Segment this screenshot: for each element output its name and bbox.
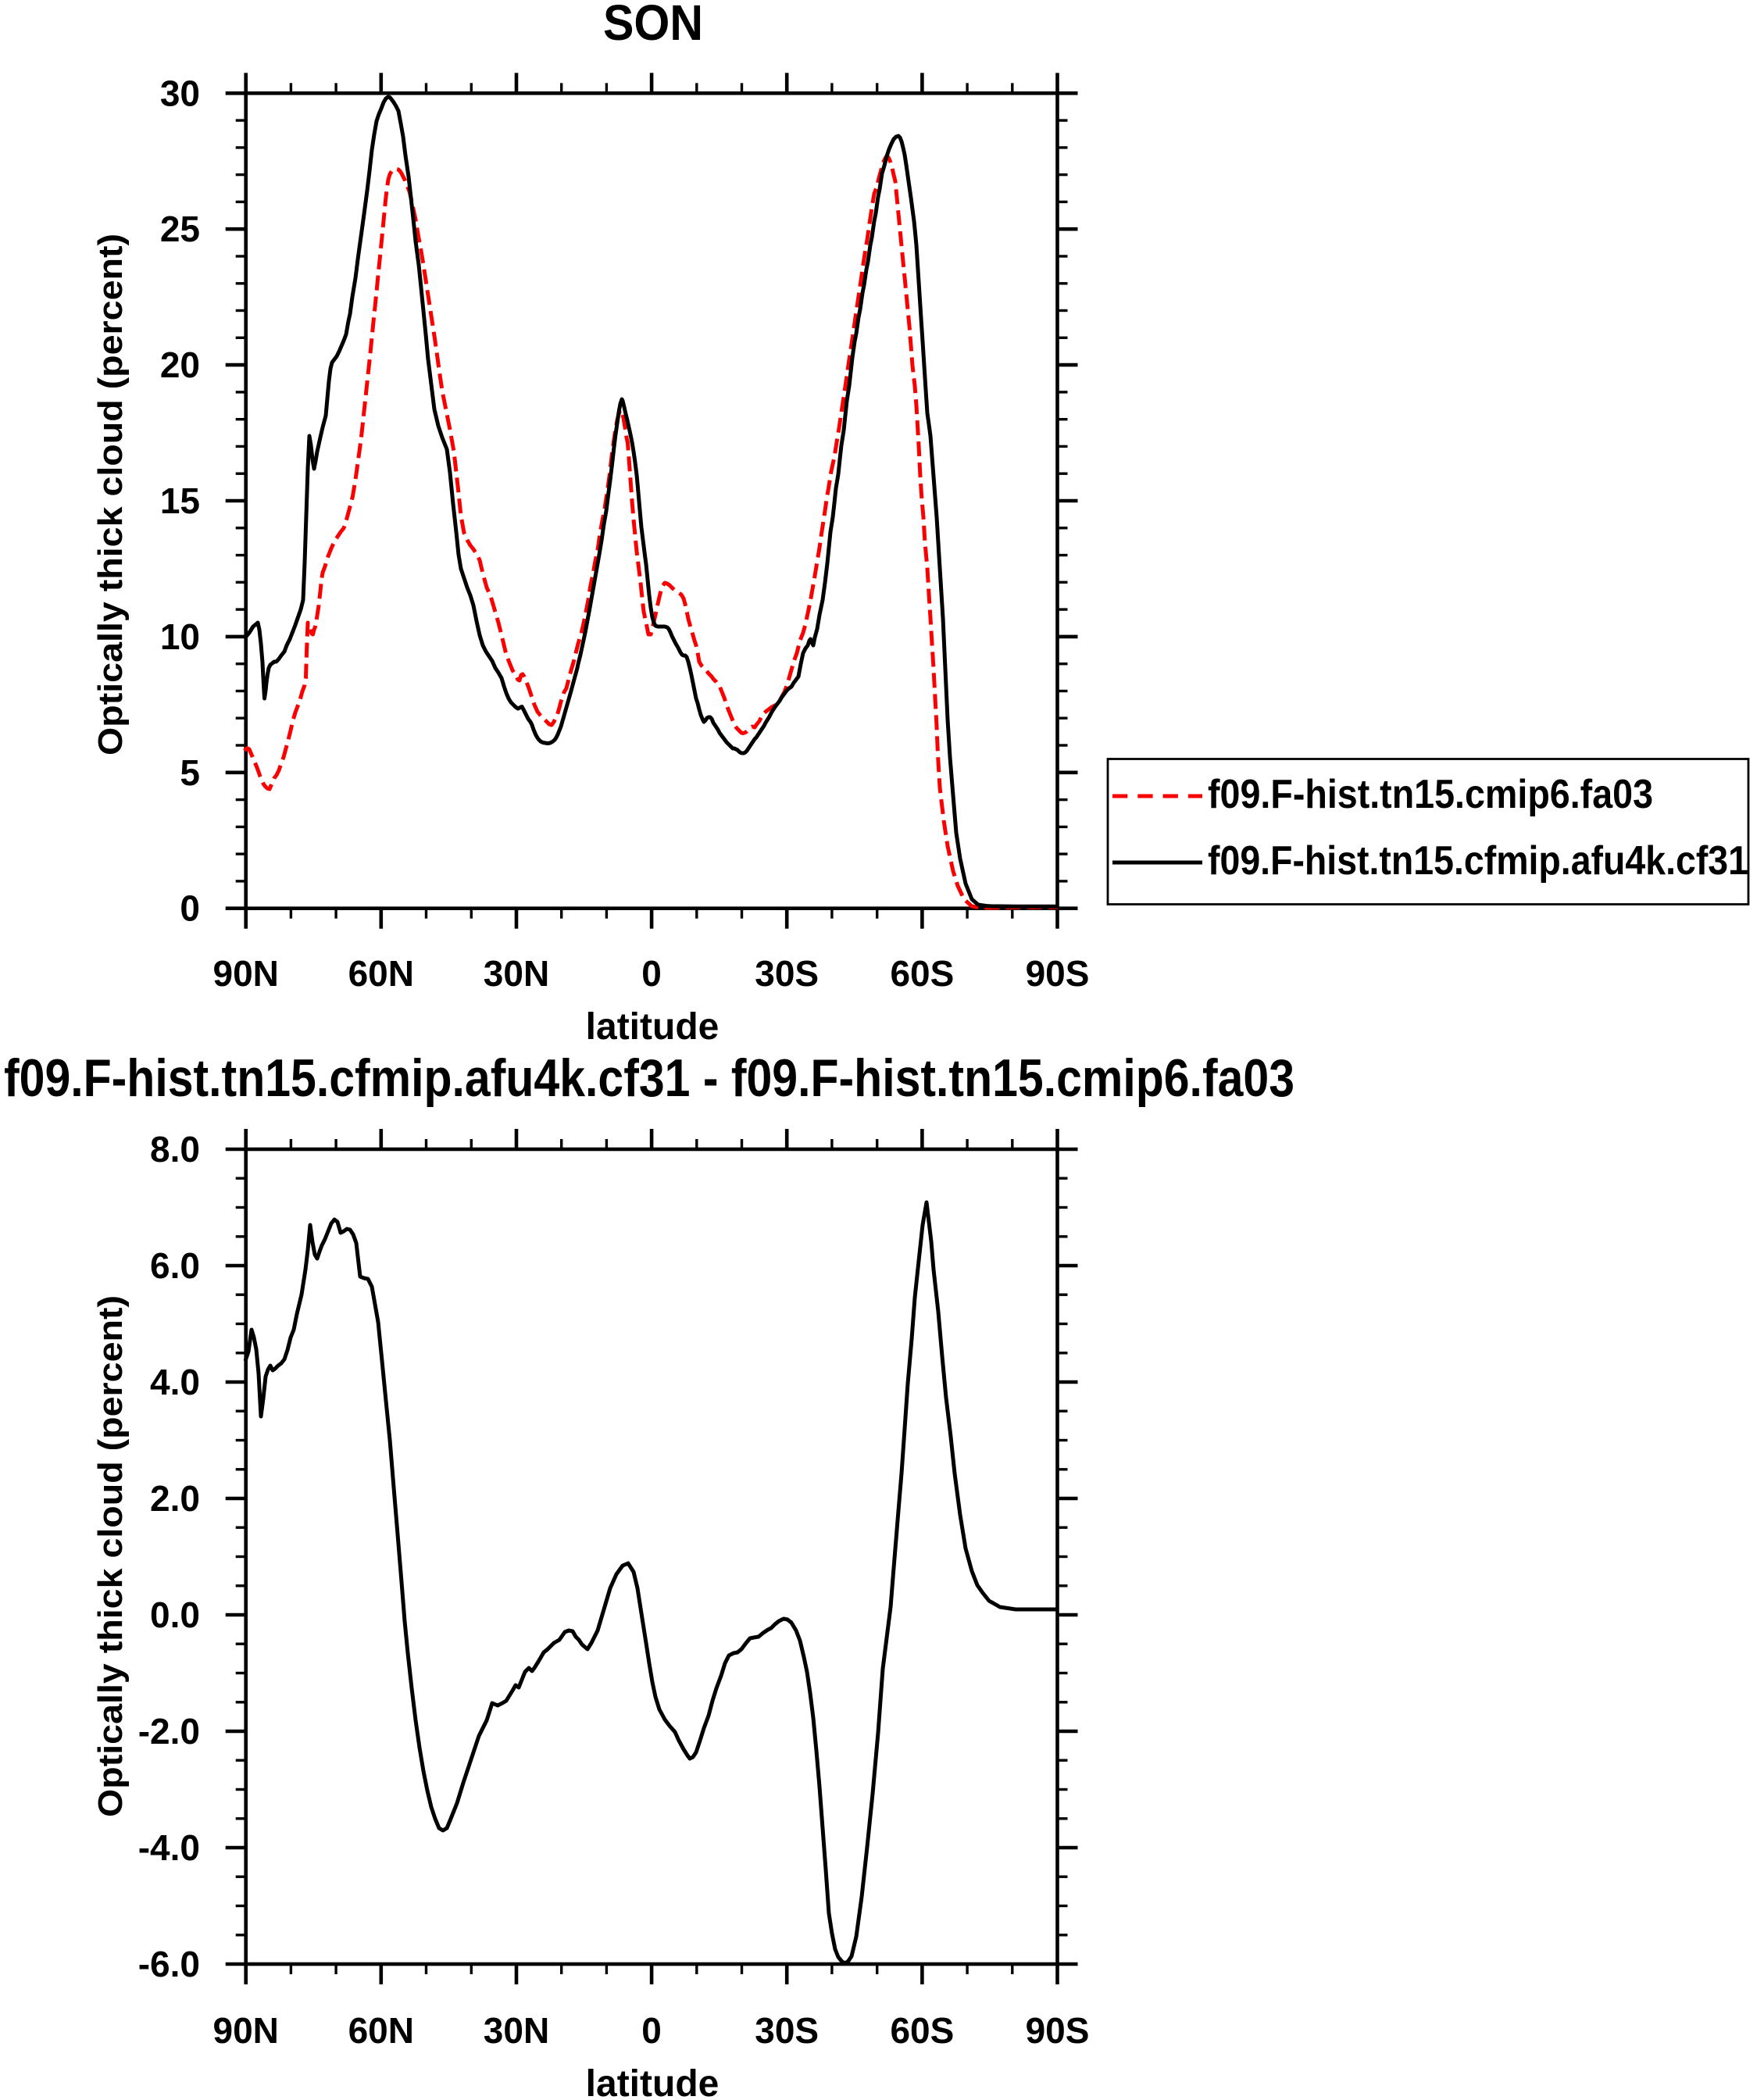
svg-text:latitude: latitude <box>586 1006 720 1048</box>
svg-text:-6.0: -6.0 <box>138 1944 200 1984</box>
svg-text:f09.F-hist.tn15.cfmip.afu4k.cf: f09.F-hist.tn15.cfmip.afu4k.cf31 - f09.F… <box>4 1048 1294 1108</box>
svg-text:30N: 30N <box>484 2010 549 2051</box>
svg-text:0.0: 0.0 <box>150 1595 200 1635</box>
svg-text:Optically thick cloud (percent: Optically thick cloud (percent) <box>91 1295 130 1817</box>
svg-text:90S: 90S <box>1026 2010 1090 2051</box>
svg-text:20: 20 <box>160 345 200 385</box>
svg-text:90N: 90N <box>213 953 279 994</box>
svg-text:0: 0 <box>641 2010 662 2051</box>
svg-text:25: 25 <box>160 209 200 249</box>
svg-text:latitude: latitude <box>586 2063 720 2100</box>
svg-text:60N: 60N <box>348 953 414 994</box>
svg-text:5: 5 <box>180 752 200 793</box>
svg-text:0: 0 <box>641 953 662 994</box>
svg-text:10: 10 <box>160 616 200 657</box>
svg-text:30S: 30S <box>755 2010 819 2051</box>
svg-text:f09.F-hist.tn15.cfmip.afu4k.cf: f09.F-hist.tn15.cfmip.afu4k.cf31 <box>1208 838 1748 884</box>
svg-text:8.0: 8.0 <box>150 1129 200 1170</box>
svg-text:90N: 90N <box>213 2010 279 2051</box>
svg-text:60S: 60S <box>890 2010 954 2051</box>
svg-text:30N: 30N <box>484 953 549 994</box>
svg-text:60N: 60N <box>348 2010 414 2051</box>
svg-text:2.0: 2.0 <box>150 1478 200 1519</box>
svg-text:6.0: 6.0 <box>150 1245 200 1286</box>
svg-text:90S: 90S <box>1026 953 1090 994</box>
svg-text:-2.0: -2.0 <box>138 1711 200 1752</box>
svg-text:15: 15 <box>160 480 200 521</box>
svg-text:30S: 30S <box>755 953 819 994</box>
svg-text:Optically thick cloud (percent: Optically thick cloud (percent) <box>91 234 130 755</box>
svg-text:4.0: 4.0 <box>150 1362 200 1402</box>
svg-text:f09.F-hist.tn15.cmip6.fa03: f09.F-hist.tn15.cmip6.fa03 <box>1208 772 1653 817</box>
svg-text:0: 0 <box>180 888 200 929</box>
svg-text:30: 30 <box>160 73 200 113</box>
svg-text:-4.0: -4.0 <box>138 1827 200 1868</box>
svg-text:60S: 60S <box>890 953 954 994</box>
svg-text:SON: SON <box>603 0 703 51</box>
